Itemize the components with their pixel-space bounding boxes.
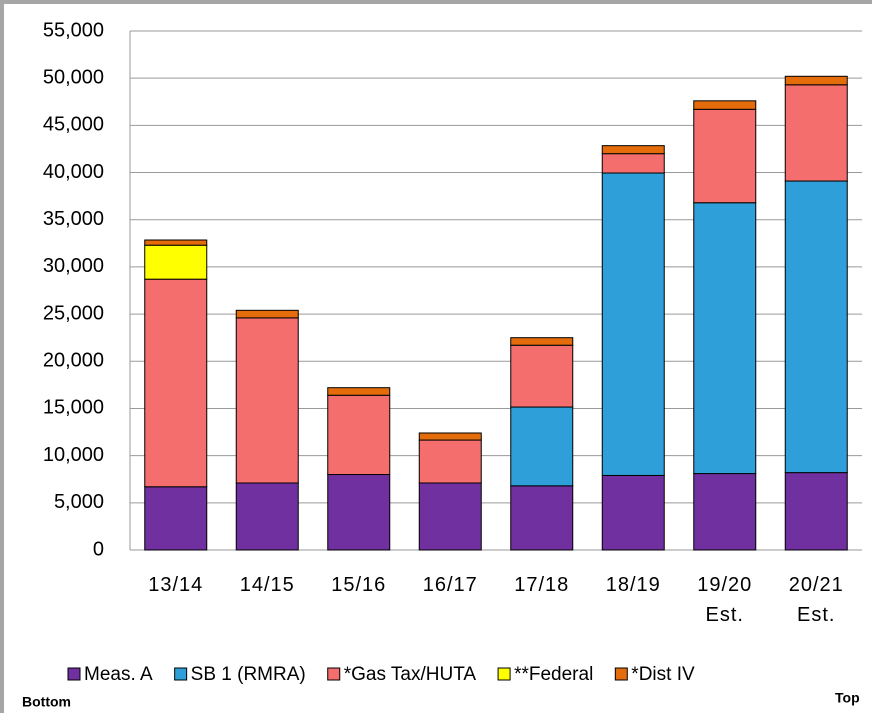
bar-segment — [144, 244, 208, 280]
bar-segment — [510, 485, 574, 551]
x-tick-label: 16/17 — [422, 574, 478, 596]
y-tick-label: 35,000 — [43, 208, 104, 230]
y-tick-label: 50,000 — [43, 66, 104, 88]
bar-segment — [418, 439, 482, 484]
legend-label: **Federal — [514, 664, 593, 685]
y-tick-label: 0 — [93, 538, 104, 560]
annotation: Top — [835, 690, 860, 706]
x-tick-label: 15/16 — [331, 574, 387, 596]
x-tick-label: 14/15 — [239, 574, 295, 596]
bar-segment — [235, 309, 299, 319]
legend-swatch — [174, 667, 188, 681]
bar-segment — [510, 337, 574, 346]
annotation: Bottom — [22, 694, 71, 710]
bar-segment — [144, 239, 208, 246]
y-tick-label: 45,000 — [43, 114, 104, 136]
x-tick-label: 18/19 — [605, 574, 661, 596]
x-tick-label: 13/14 — [148, 574, 204, 596]
bar-segment — [693, 202, 757, 475]
bar-segment — [784, 472, 848, 551]
legend-swatch — [67, 667, 81, 681]
bar-segment — [693, 100, 757, 110]
legend-swatch — [614, 667, 628, 681]
legend-label: *Dist IV — [631, 664, 695, 685]
y-tick-label: 55,000 — [43, 19, 104, 41]
y-tick-label: 25,000 — [43, 302, 104, 324]
bar-segment — [418, 482, 482, 551]
legend-swatch — [497, 667, 511, 681]
legend-swatch — [327, 667, 341, 681]
y-tick-label: 15,000 — [43, 397, 104, 419]
y-tick-label: 30,000 — [43, 255, 104, 277]
bar-segment — [693, 108, 757, 204]
bar-segment — [235, 482, 299, 551]
bar-segment — [601, 145, 665, 155]
bar-segment — [601, 153, 665, 174]
bar-segment — [784, 75, 848, 86]
bar-segment — [144, 278, 208, 488]
bar-segment — [784, 84, 848, 182]
legend-label: *Gas Tax/HUTA — [344, 664, 477, 685]
bar-segment — [327, 387, 391, 396]
bar-segment — [327, 474, 391, 551]
y-tick-label: 40,000 — [43, 161, 104, 183]
bar-segment — [693, 473, 757, 551]
legend-label: SB 1 (RMRA) — [191, 664, 306, 685]
bar-segment — [327, 394, 391, 476]
y-tick-label: 5,000 — [54, 491, 104, 513]
x-tick-label: 17/18 — [514, 574, 570, 596]
bar-segment — [601, 474, 665, 551]
bar-segment — [510, 406, 574, 487]
bar-segment — [601, 172, 665, 476]
bar-segment — [510, 344, 574, 408]
x-tick-label: 19/20 Est. — [697, 574, 753, 626]
bar-segment — [784, 180, 848, 474]
y-tick-label: 10,000 — [43, 444, 104, 466]
bar-segment — [144, 486, 208, 551]
bar-segment — [235, 317, 299, 484]
bar-segment — [418, 432, 482, 441]
legend-label: Meas. A — [84, 664, 153, 685]
x-tick-label: 20/21 Est. — [788, 574, 844, 626]
y-tick-label: 20,000 — [43, 350, 104, 372]
